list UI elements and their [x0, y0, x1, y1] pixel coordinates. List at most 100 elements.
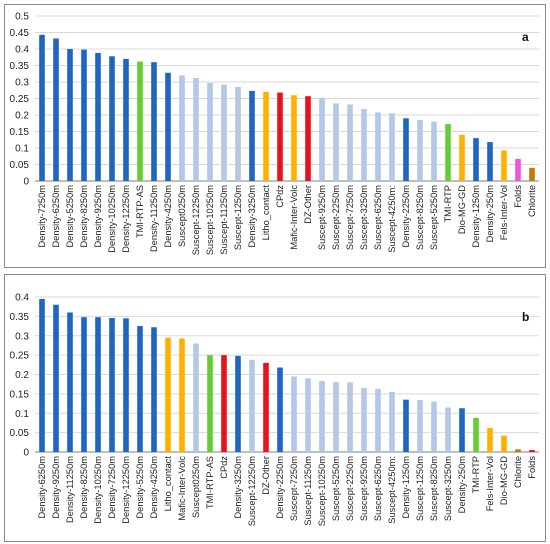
chart-a-bar — [39, 34, 45, 181]
chart-b-category-label: Suscept-5250m — [331, 456, 341, 521]
chart-a-bar — [67, 49, 73, 181]
chart-a-bar — [529, 167, 535, 181]
chart-b-category-label: Dio-MG-GD — [499, 456, 509, 505]
chart-a-ytick-label: 0.3 — [15, 78, 29, 89]
chart-b-category-label: Suscept-9250m — [359, 456, 369, 521]
chart-b-bar — [431, 401, 437, 452]
chart-a-bar — [81, 49, 87, 181]
chart-a-category-label: Suscept0250m — [177, 185, 187, 247]
chart-a-ytick-label: 0.15 — [10, 127, 30, 138]
chart-a-bar — [403, 118, 409, 181]
chart-a-bar — [263, 91, 269, 181]
chart-b-category-label: Suscept0250m — [191, 456, 201, 518]
chart-a-bar — [473, 138, 479, 181]
chart-b-bar — [263, 362, 269, 452]
chart-b-category-label: Density-2250m — [275, 456, 285, 519]
chart-a-category-label: Suscept-11250m — [219, 185, 229, 255]
chart-b-bar — [39, 298, 45, 452]
chart-a-category-label: Suscept-8250m — [415, 185, 425, 250]
chart-b-bar — [459, 408, 465, 452]
chart-a-category-label: Suscept-7250m — [345, 185, 355, 250]
chart-a-category-label: Density-6250m — [51, 185, 61, 248]
chart-a-category-label: Suscept-9250m — [317, 185, 327, 250]
chart-a-panel-label: a — [522, 30, 529, 44]
chart-b-category-label: Density-3250m — [233, 456, 243, 519]
chart-b-bar — [361, 388, 367, 452]
chart-a-bar — [347, 104, 353, 181]
chart-b-ytick-label: 0.1 — [15, 409, 29, 420]
chart-a-ytick-label: 0.05 — [10, 160, 30, 171]
chart-b-category-label: Density-6250m — [37, 456, 47, 519]
chart-b-bar — [291, 376, 297, 452]
chart-a-category-label: CPdz — [275, 185, 285, 208]
chart-a-category-label: Folds — [513, 185, 523, 208]
chart-b-category-label: Density-4250m — [149, 456, 159, 519]
chart-a-bar — [123, 58, 129, 181]
chart-a-bar — [333, 103, 339, 181]
chart-a-category-label: Density-1250m — [471, 185, 481, 248]
chart-a-bar — [501, 150, 507, 181]
chart-b-bar — [473, 417, 479, 452]
chart-a-bar — [151, 62, 157, 182]
chart-a-category-label: Density-250m — [485, 185, 495, 243]
chart-b-category-label: Suscept-10250m — [317, 456, 327, 527]
chart-b-category-label: Suscept-11250m — [303, 456, 313, 526]
chart-a-bar — [305, 96, 311, 181]
chart-b-bar — [137, 326, 143, 452]
chart-b-category-label: Density-1250m — [401, 456, 411, 519]
chart-a-bar — [445, 123, 451, 181]
chart-b-category-label: Litho_contact — [163, 456, 173, 512]
chart-a-ytick-label: 0.35 — [10, 61, 30, 72]
chart-a-bar — [459, 134, 465, 181]
chart-a-category-label: Density-8250m — [79, 185, 89, 248]
chart-b-category-label: Suscept-2250m — [345, 456, 355, 521]
chart-b-category-label: TMI-RTP — [471, 456, 481, 494]
chart-a-bar — [319, 97, 325, 181]
chart-b-bar — [347, 382, 353, 452]
chart-b-bar — [305, 378, 311, 452]
chart-a-category-label: Density-2250m — [401, 185, 411, 248]
chart-a-category-label: Fels-Inter-Vol — [499, 185, 509, 240]
chart-b-category-label: Folds — [527, 456, 537, 479]
chart-a-ytick-label: 0 — [23, 177, 29, 188]
chart-b-panel-label: b — [522, 310, 529, 324]
chart-panel-b: 0 0.05 0.1 0.15 0.2 0.25 0.3 0.35 0.4 Density-625… — [4, 274, 546, 542]
chart-a-category-label: Suscept-3250m — [359, 185, 369, 250]
chart-a-bar — [417, 119, 423, 181]
chart-a-category-label: Density-12250m — [121, 185, 131, 253]
chart-a-bar — [431, 121, 437, 181]
chart-b-svg: 0 0.05 0.1 0.15 0.2 0.25 0.3 0.35 0.4 Density-625… — [10, 293, 539, 527]
chart-b-category-label: Suscept-8250m — [429, 456, 439, 521]
chart-b-category-label: Density-8250m — [79, 456, 89, 519]
chart-a-bar — [221, 84, 227, 181]
chart-a-bar — [249, 90, 255, 181]
chart-b-ytick-label: 0.35 — [10, 312, 30, 323]
chart-b-category-label: Fels-Inter-Vol — [485, 456, 495, 511]
chart-b-category-label: DZ-Other — [261, 456, 271, 495]
chart-a-category-label: Density-3250m — [247, 185, 257, 248]
chart-a-ytick-label: 0.45 — [10, 28, 30, 39]
chart-a-bar — [375, 112, 381, 181]
chart-a-ytick-label: 0.2 — [15, 111, 29, 122]
chart-b-category-label: Density-7250m — [107, 456, 117, 519]
chart-b-category-label: Density-11250m — [65, 456, 75, 523]
chart-b-category-label: TMI-RTP-AS — [205, 456, 215, 509]
chart-a-category-label: Suscept-2250m — [331, 185, 341, 250]
chart-a-category-label: Density-10250m — [107, 185, 117, 253]
chart-a-category-label: DZ-Other — [303, 185, 313, 224]
chart-a-bar — [207, 82, 213, 181]
chart-b-bar — [515, 449, 521, 452]
chart-b-bar — [221, 355, 227, 452]
chart-a-bar — [235, 86, 241, 181]
chart-b-bar — [417, 400, 423, 452]
chart-a-ytick-label: 0.4 — [15, 45, 29, 56]
chart-a-category-label: TMI-RTP — [443, 185, 453, 223]
chart-a-category-label: Density-5250m — [65, 185, 75, 248]
chart-b-bar — [501, 435, 507, 452]
chart-b-category-label: Suscept-3250m — [443, 456, 453, 521]
chart-a-ytick-label: 0.25 — [10, 94, 30, 105]
chart-a-category-label: Mafic-Inter-Volc — [289, 185, 299, 250]
chart-b-category-label: Density-12250m — [121, 456, 131, 524]
chart-b-bar — [249, 359, 255, 452]
chart-a-category-label: Suscept-12250m — [191, 185, 201, 256]
